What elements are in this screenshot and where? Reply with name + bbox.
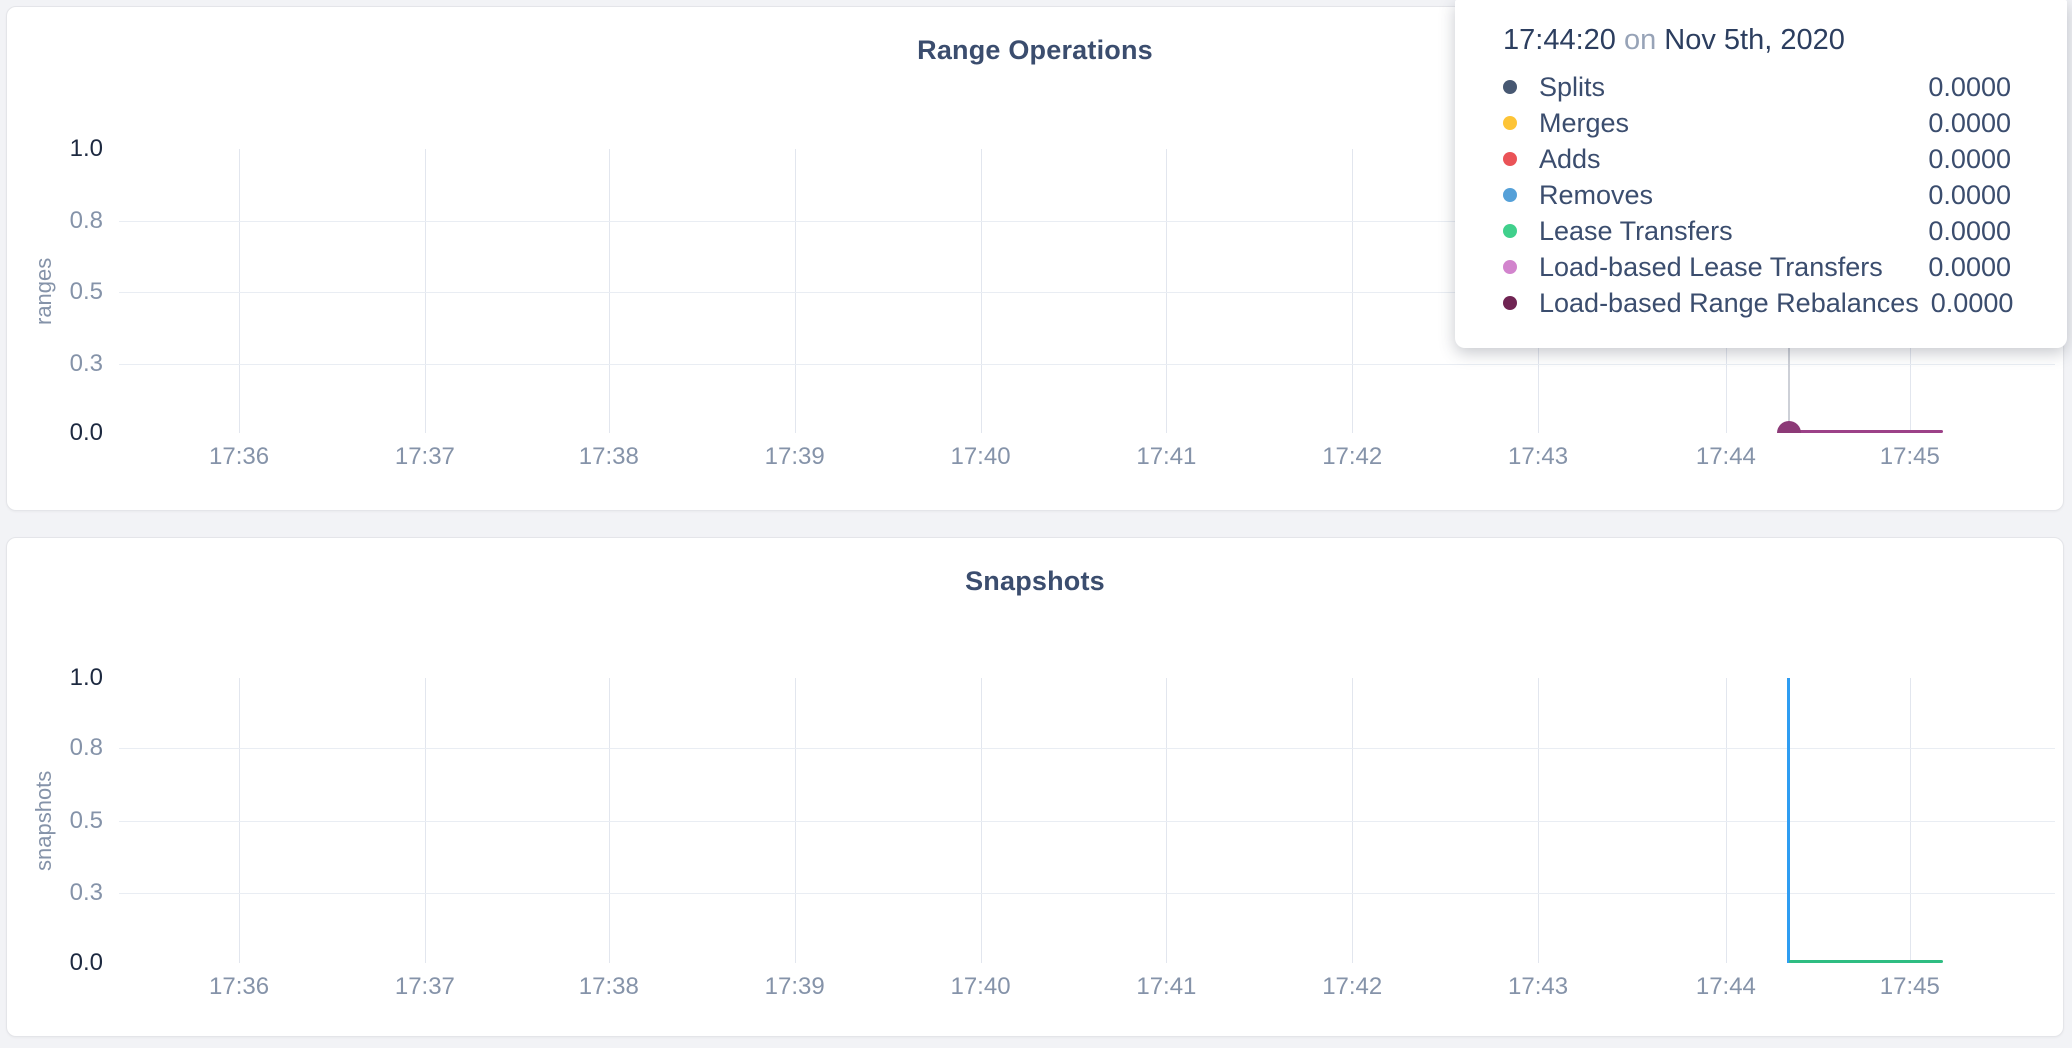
gridline-vertical — [239, 678, 241, 963]
legend-series-label: Lease Transfers — [1539, 215, 1733, 246]
gridline-vertical — [239, 149, 241, 433]
legend-series-label: Load-based Lease Transfers — [1539, 251, 1883, 282]
gridline-vertical — [1909, 678, 1911, 963]
y-tick-label: 0.3 — [69, 878, 103, 906]
x-tick-label: 17:42 — [1322, 443, 1383, 470]
gridline-horizontal — [119, 821, 2055, 823]
legend-dot-icon — [1503, 152, 1517, 166]
gridline-horizontal — [119, 221, 2055, 223]
hover-point-dot — [1776, 421, 1801, 433]
legend-series-label: Removes — [1539, 179, 1654, 210]
y-tick-label: 0.5 — [69, 807, 103, 835]
x-tick-label: 17:45 — [1879, 443, 1940, 470]
legend-dot-icon — [1503, 224, 1517, 238]
gridline-vertical — [1538, 678, 1540, 963]
gridline-vertical — [608, 678, 610, 963]
gridline-vertical — [980, 678, 982, 963]
legend-series-value: 0.0000 — [1928, 215, 2011, 246]
legend-series-value: 0.0000 — [1928, 179, 2011, 210]
y-tick-label: 1.0 — [69, 135, 103, 162]
x-tick-label: 17:44 — [1695, 973, 1756, 1000]
gridline-vertical — [1725, 678, 1727, 963]
y-axis-label-ranges: ranges — [31, 257, 56, 325]
legend-series-value: 0.0000 — [1928, 107, 2011, 138]
legend-series-value: 0.0000 — [1928, 71, 2011, 102]
x-tick-label: 17:39 — [764, 443, 825, 470]
gridline-vertical — [1352, 678, 1354, 963]
gridline-vertical — [1352, 149, 1354, 433]
gridline-vertical — [424, 149, 426, 433]
series-line — [1788, 960, 1943, 963]
legend-dot-icon — [1503, 296, 1517, 310]
gridline-horizontal — [119, 892, 2055, 894]
tooltip-timestamp: 17:44:20 on Nov 5th, 2020 — [1503, 24, 2011, 57]
hover-tooltip: 17:44:20 on Nov 5th, 2020 Splits 0.0000 Me… — [1455, 0, 2067, 348]
tooltip-legend-row: Merges 0.0000 — [1503, 105, 2011, 141]
gridline-vertical — [424, 678, 426, 963]
tooltip-legend-row: Removes 0.0000 — [1503, 177, 2011, 213]
gridline-vertical — [1166, 678, 1168, 963]
x-tick-label: 17:40 — [950, 443, 1011, 470]
y-tick-label: 0.8 — [69, 207, 103, 235]
tooltip-date: Nov 5th, 2020 — [1664, 24, 1845, 56]
x-tick-label: 17:38 — [578, 443, 639, 470]
gridline-horizontal — [119, 292, 2055, 294]
gridline-horizontal — [119, 363, 2055, 365]
legend-series-value: 0.0000 — [1928, 251, 2011, 282]
x-tick-label: 17:39 — [764, 973, 825, 1000]
plot-area-range-operations[interactable]: 17:36 17:37 17:38 17:39 17:40 17:41 17:42 17:43… — [70, 135, 2055, 470]
chart-title-range-operations: Range Operations — [917, 35, 1153, 65]
gridline-vertical — [1166, 149, 1168, 433]
tooltip-legend-row: Load-based Range Rebalances 0.0000 — [1503, 285, 2014, 321]
legend-series-label: Merges — [1539, 107, 1630, 138]
tooltip-legend-row: Splits 0.0000 — [1503, 69, 2011, 105]
plot-area-snapshots[interactable]: 17:36 17:37 17:38 17:39 17:40 17:41 17:42 17:43… — [70, 664, 2055, 1000]
x-tick-label: 17:42 — [1322, 973, 1383, 1000]
x-tick-label: 17:43 — [1508, 443, 1569, 470]
x-tick-label: 17:37 — [394, 443, 455, 470]
x-tick-label: 17:37 — [394, 973, 455, 1000]
y-axis-label-snapshots: snapshots — [31, 770, 56, 871]
series-line — [1788, 430, 1943, 433]
gridline-vertical — [980, 149, 982, 433]
y-tick-label: 0.3 — [69, 349, 103, 377]
y-tick-label: 0.0 — [69, 949, 103, 976]
y-tick-label: 1.0 — [69, 664, 103, 691]
gridline-vertical — [794, 149, 796, 433]
y-tick-label: 0.5 — [69, 278, 103, 306]
gridline-vertical — [608, 149, 610, 433]
gridline-horizontal — [119, 748, 2055, 750]
legend-dot-icon — [1503, 116, 1517, 130]
x-tick-label: 17:36 — [209, 973, 270, 1000]
tooltip-time: 17:44:20 — [1503, 24, 1616, 56]
gridline-vertical — [794, 678, 796, 963]
chart-card-snapshots: Snapshots snapshots 17:36 17:37 17:38 17:39… — [6, 537, 2064, 1037]
x-tick-label: 17:45 — [1879, 973, 1940, 1000]
tooltip-legend-row: Adds 0.0000 — [1503, 141, 2011, 177]
x-tick-label: 17:41 — [1136, 973, 1197, 1000]
x-tick-label: 17:38 — [578, 973, 639, 1000]
legend-dot-icon — [1503, 188, 1517, 202]
legend-dot-icon — [1503, 80, 1517, 94]
tooltip-legend-row: Load-based Lease Transfers 0.0000 — [1503, 249, 2011, 285]
series-line — [1787, 678, 1791, 963]
y-tick-label: 0.8 — [69, 734, 103, 762]
x-tick-label: 17:40 — [950, 973, 1011, 1000]
tooltip-connector: on — [1623, 24, 1657, 56]
y-tick-label: 0.0 — [69, 419, 103, 446]
tooltip-legend: Splits 0.0000 Merges 0.0000 Adds 0.0000 Remove… — [1503, 69, 2014, 321]
chart-title-snapshots: Snapshots — [965, 566, 1105, 596]
legend-dot-icon — [1503, 260, 1517, 274]
x-tick-label: 17:44 — [1695, 443, 1756, 470]
legend-series-value: 0.0000 — [1928, 143, 2011, 174]
x-tick-label: 17:43 — [1508, 973, 1569, 1000]
legend-series-value: 0.0000 — [1930, 287, 2014, 318]
tooltip-legend-row: Lease Transfers 0.0000 — [1503, 213, 2011, 249]
x-tick-label: 17:41 — [1136, 443, 1197, 470]
legend-series-label: Adds — [1539, 143, 1601, 174]
legend-series-label: Load-based Range Rebalances — [1539, 287, 1919, 318]
x-tick-label: 17:36 — [209, 443, 270, 470]
legend-series-label: Splits — [1539, 71, 1606, 102]
